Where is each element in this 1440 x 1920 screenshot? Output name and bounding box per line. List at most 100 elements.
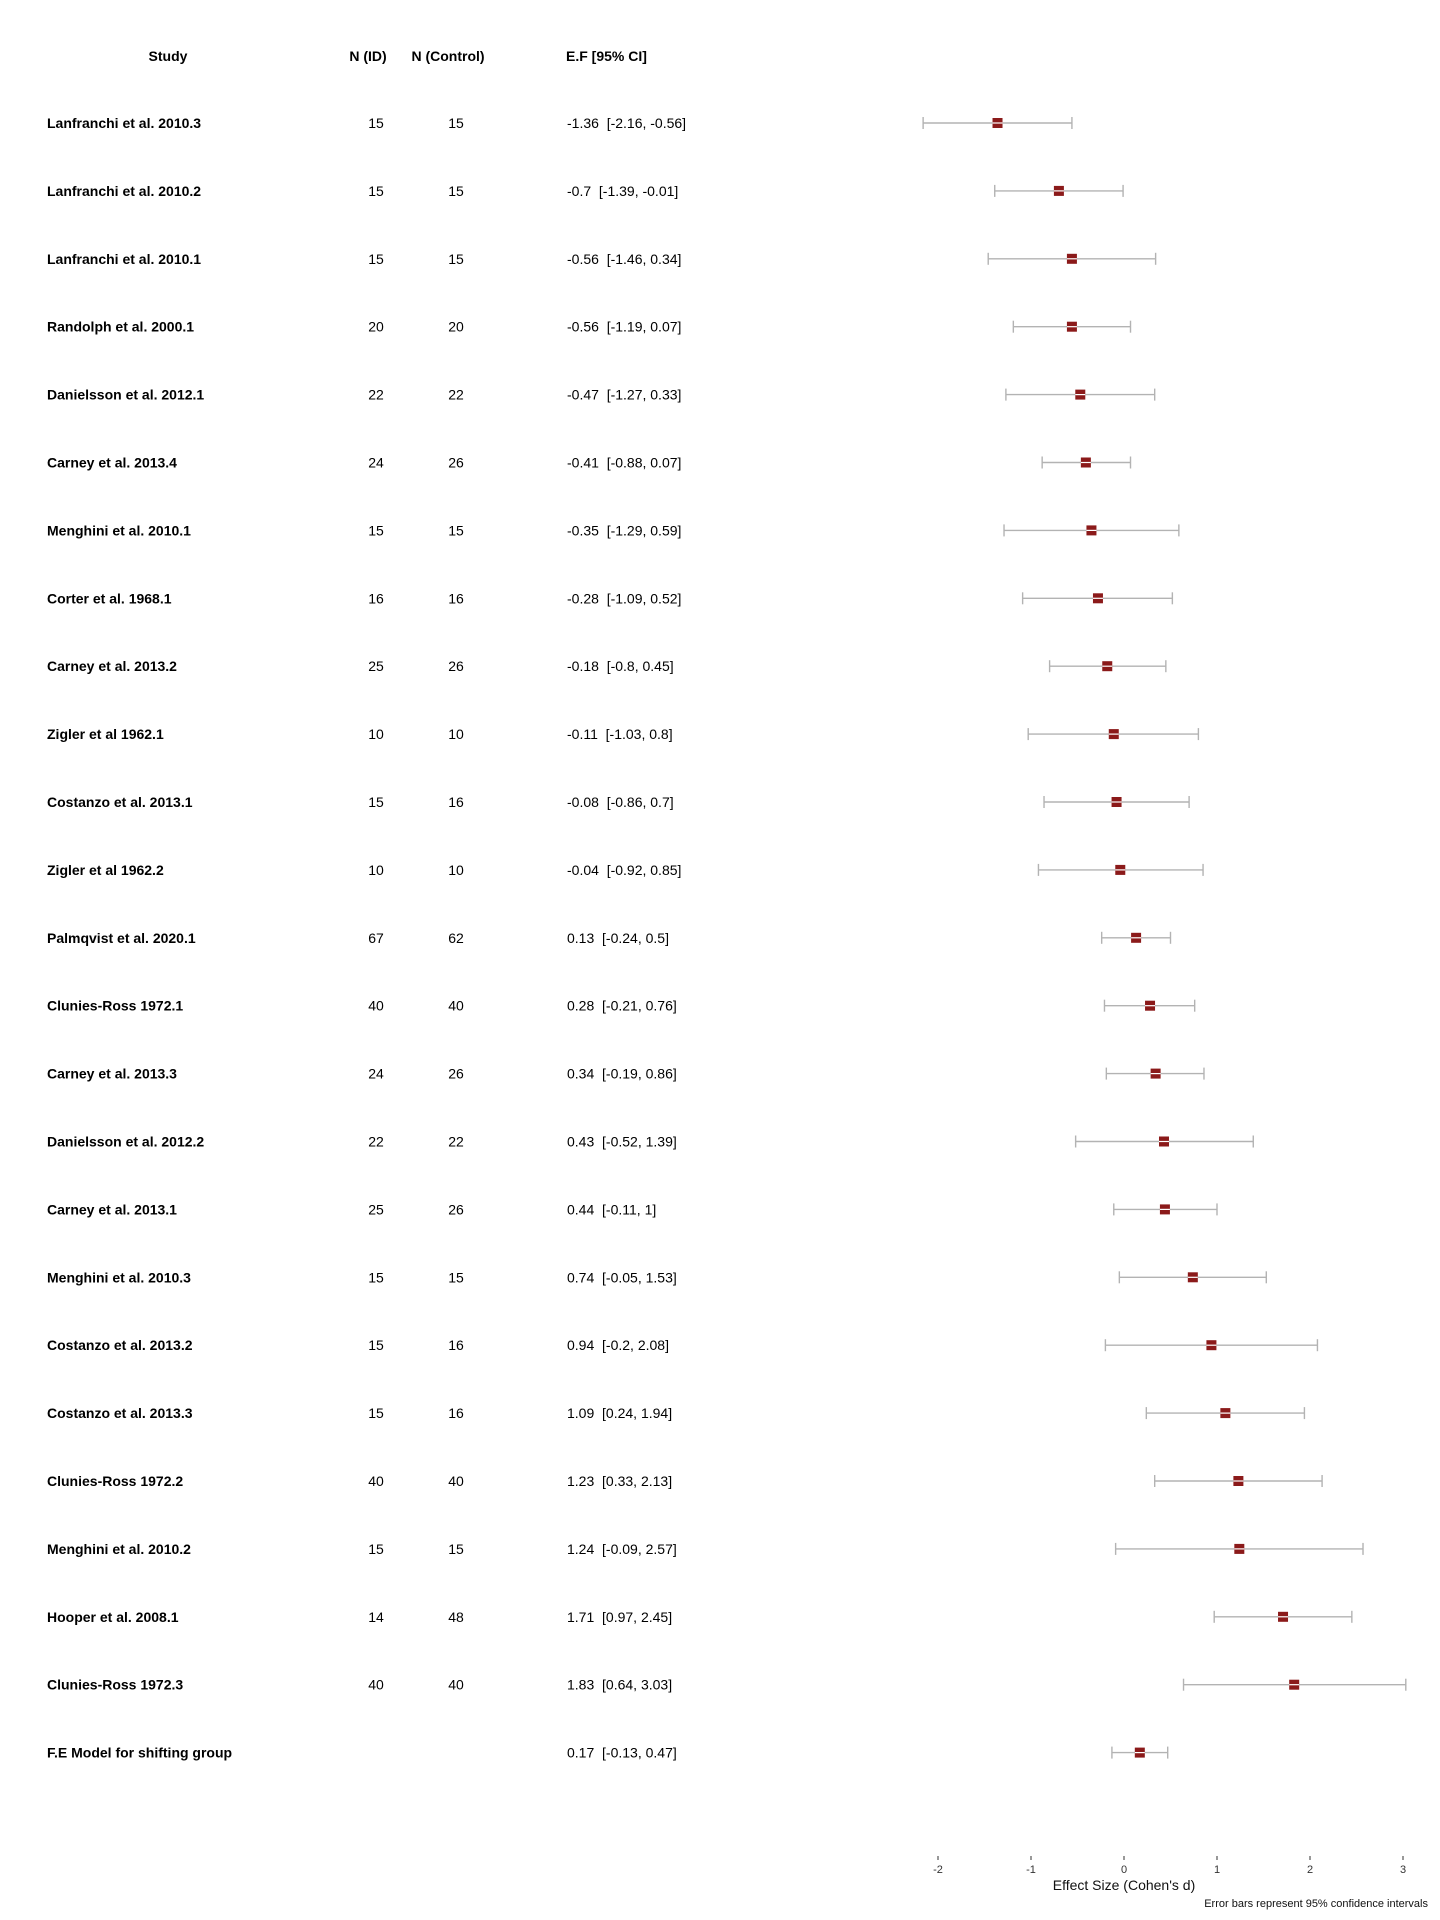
x-tick-label: 1 (1214, 1864, 1220, 1876)
header-study: Study (149, 48, 188, 64)
x-tick-label: 0 (1121, 1864, 1127, 1876)
n-id-value: 40 (368, 1473, 384, 1489)
study-label: Randolph et al. 2000.1 (47, 319, 194, 335)
n-control-value: 26 (448, 1201, 464, 1217)
n-control-value: 20 (448, 319, 464, 335)
n-id-value: 10 (368, 862, 384, 878)
n-control-value: 26 (448, 658, 464, 674)
n-id-value: 15 (368, 1337, 384, 1353)
n-id-value: 15 (368, 1541, 384, 1557)
n-control-value: 15 (448, 1269, 464, 1285)
effect-ci-value: 0.44 [-0.11, 1] (567, 1201, 656, 1217)
effect-ci-value: 1.23 [0.33, 2.13] (567, 1473, 672, 1489)
x-tick-label: -2 (933, 1864, 943, 1876)
effect-ci-value: 0.43 [-0.52, 1.39] (567, 1134, 677, 1150)
effect-ci-value: -0.56 [-1.19, 0.07] (567, 319, 681, 335)
n-control-value: 16 (448, 1337, 464, 1353)
study-label: Carney et al. 2013.4 (47, 455, 177, 471)
n-control-value: 22 (448, 1134, 464, 1150)
effect-ci-value: 0.13 [-0.24, 0.5] (567, 930, 669, 946)
study-rows: Lanfranchi et al. 2010.3 15 15 -1.36 [-2.16… (47, 115, 686, 1761)
effect-ci-value: 0.28 [-0.21, 0.76] (567, 998, 677, 1014)
n-control-value: 10 (448, 726, 464, 742)
effect-ci-value: 0.34 [-0.19, 0.86] (567, 1066, 677, 1082)
n-id-value: 15 (368, 522, 384, 538)
n-id-value: 22 (368, 1134, 384, 1150)
study-label: Lanfranchi et al. 2010.3 (47, 115, 201, 131)
n-id-value: 40 (368, 1677, 384, 1693)
study-label: Clunies-Ross 1972.3 (47, 1677, 183, 1693)
study-label: Palmqvist et al. 2020.1 (47, 930, 196, 946)
study-label: Costanzo et al. 2013.1 (47, 794, 193, 810)
n-control-value: 40 (448, 1677, 464, 1693)
n-id-value: 15 (368, 251, 384, 267)
n-control-value: 16 (448, 794, 464, 810)
header-row: Study N (ID) N (Control) E.F [95% CI] (149, 48, 647, 64)
n-control-value: 48 (448, 1609, 464, 1625)
n-id-value: 14 (368, 1609, 384, 1625)
x-axis: -2 -1 0 1 2 3 (933, 1856, 1406, 1876)
study-label: Costanzo et al. 2013.2 (47, 1337, 193, 1353)
header-n-id: N (ID) (349, 48, 386, 64)
effect-ci-value: -0.35 [-1.29, 0.59] (567, 522, 681, 538)
effect-ci-value: 1.83 [0.64, 3.03] (567, 1677, 672, 1693)
effect-ci-value: -0.04 [-0.92, 0.85] (567, 862, 681, 878)
study-label: F.E Model for shifting group (47, 1745, 232, 1761)
study-label: Carney et al. 2013.1 (47, 1201, 177, 1217)
study-label: Clunies-Ross 1972.2 (47, 1473, 183, 1489)
study-label: Lanfranchi et al. 2010.2 (47, 183, 201, 199)
n-id-value: 16 (368, 590, 384, 606)
effect-ci-value: -0.08 [-0.86, 0.7] (567, 794, 674, 810)
n-control-value: 26 (448, 1066, 464, 1082)
n-id-value: 15 (368, 794, 384, 810)
n-id-value: 22 (368, 387, 384, 403)
x-tick-label: 2 (1307, 1864, 1313, 1876)
n-control-value: 16 (448, 590, 464, 606)
header-effect-ci: E.F [95% CI] (566, 48, 647, 64)
effect-ci-value: 0.74 [-0.05, 1.53] (567, 1269, 677, 1285)
effect-ci-value: -1.36 [-2.16, -0.56] (567, 115, 686, 131)
study-label: Costanzo et al. 2013.3 (47, 1405, 193, 1421)
effect-ci-value: 0.94 [-0.2, 2.08] (567, 1337, 669, 1353)
study-label: Clunies-Ross 1972.1 (47, 998, 183, 1014)
effect-ci-value: -0.7 [-1.39, -0.01] (567, 183, 678, 199)
x-tick-label: 3 (1400, 1864, 1406, 1876)
n-id-value: 10 (368, 726, 384, 742)
study-label: Danielsson et al. 2012.1 (47, 387, 204, 403)
n-id-value: 25 (368, 1201, 384, 1217)
plot-marks (922, 117, 1407, 1759)
n-id-value: 40 (368, 998, 384, 1014)
n-id-value: 24 (368, 455, 384, 471)
n-control-value: 40 (448, 1473, 464, 1489)
study-label: Carney et al. 2013.2 (47, 658, 177, 674)
n-control-value: 15 (448, 183, 464, 199)
effect-ci-value: -0.11 [-1.03, 0.8] (567, 726, 673, 742)
n-control-value: 10 (448, 862, 464, 878)
study-label: Hooper et al. 2008.1 (47, 1609, 179, 1625)
n-id-value: 25 (368, 658, 384, 674)
n-control-value: 15 (448, 251, 464, 267)
n-id-value: 15 (368, 115, 384, 131)
effect-ci-value: -0.56 [-1.46, 0.34] (567, 251, 681, 267)
header-n-control: N (Control) (411, 48, 484, 64)
x-tick-label: -1 (1026, 1864, 1036, 1876)
n-control-value: 15 (448, 115, 464, 131)
n-control-value: 62 (448, 930, 464, 946)
n-id-value: 20 (368, 319, 384, 335)
x-axis-label: Effect Size (Cohen's d) (1053, 1877, 1195, 1893)
effect-ci-value: 1.24 [-0.09, 2.57] (567, 1541, 677, 1557)
effect-ci-value: 1.09 [0.24, 1.94] (567, 1405, 672, 1421)
effect-ci-value: -0.47 [-1.27, 0.33] (567, 387, 681, 403)
study-label: Menghini et al. 2010.1 (47, 522, 191, 538)
n-id-value: 67 (368, 930, 384, 946)
study-label: Zigler et al 1962.2 (47, 862, 164, 878)
effect-ci-value: 1.71 [0.97, 2.45] (567, 1609, 672, 1625)
study-label: Menghini et al. 2010.3 (47, 1269, 191, 1285)
study-label: Lanfranchi et al. 2010.1 (47, 251, 201, 267)
n-id-value: 15 (368, 1405, 384, 1421)
n-control-value: 22 (448, 387, 464, 403)
study-label: Danielsson et al. 2012.2 (47, 1134, 204, 1150)
n-id-value: 15 (368, 183, 384, 199)
n-control-value: 15 (448, 522, 464, 538)
effect-ci-value: -0.18 [-0.8, 0.45] (567, 658, 674, 674)
